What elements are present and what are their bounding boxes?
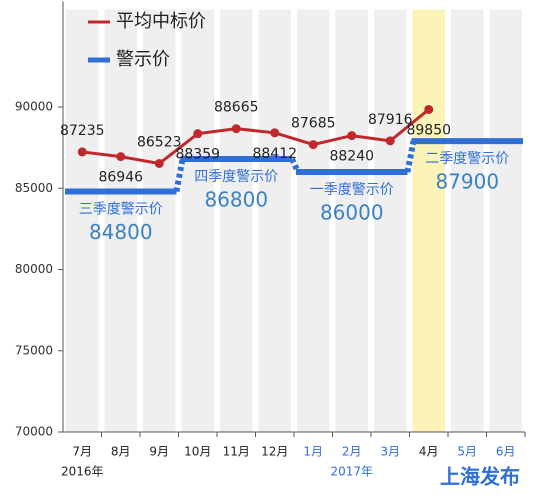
y-tick-label: 75000 xyxy=(15,343,53,357)
price-point xyxy=(77,147,87,157)
year-label: 2016年 xyxy=(61,465,104,479)
x-tick-label: 2月 xyxy=(342,445,362,459)
x-tick-label: 1月 xyxy=(303,445,323,459)
x-tick-label: 7月 xyxy=(72,445,92,459)
column-band xyxy=(412,9,445,432)
column-band xyxy=(143,9,176,432)
source: 上海发布 xyxy=(440,465,520,489)
warning-connector xyxy=(173,158,186,193)
column-band xyxy=(181,9,214,432)
price-point xyxy=(231,124,241,134)
quarter-name: 四季度警示价 xyxy=(194,169,278,185)
data-label: 86946 xyxy=(98,170,143,186)
x-tick-label: 3月 xyxy=(380,445,400,459)
y-tick-label: 70000 xyxy=(15,425,53,439)
warning-value: 86000 xyxy=(320,201,384,225)
column-band xyxy=(220,9,253,432)
column-band xyxy=(451,9,484,432)
column-band xyxy=(66,9,99,432)
x-tick-label: 4月 xyxy=(419,445,439,459)
x-tick-label: 8月 xyxy=(111,445,131,459)
column-band xyxy=(374,9,407,432)
price-point xyxy=(270,128,280,138)
price-point xyxy=(424,104,434,114)
data-label: 87916 xyxy=(368,112,413,128)
column-band xyxy=(258,9,291,432)
x-tick-label: 12月 xyxy=(261,445,288,459)
column-band xyxy=(297,9,330,432)
x-tick-label: 5月 xyxy=(457,445,477,459)
price-line xyxy=(82,108,430,166)
data-label: 87685 xyxy=(291,116,336,132)
quarter-name: 三季度警示价 xyxy=(79,202,163,218)
price-point xyxy=(193,129,203,139)
column-band xyxy=(489,9,522,432)
price-point xyxy=(347,131,357,141)
data-label: 88359 xyxy=(175,147,220,163)
y-tick-label: 85000 xyxy=(15,181,53,195)
data-label: 88412 xyxy=(252,146,297,162)
year-label: 2017年 xyxy=(330,465,373,479)
price-point xyxy=(308,140,318,150)
x-tick-label: 9月 xyxy=(149,445,169,459)
data-label: 86523 xyxy=(137,135,182,151)
warning-value: 84800 xyxy=(89,220,153,244)
x-tick-label: 10月 xyxy=(184,445,211,459)
data-label: 88240 xyxy=(329,149,374,165)
warning-value: 86800 xyxy=(204,188,268,212)
warning-connector xyxy=(404,140,417,173)
price-point xyxy=(116,152,126,162)
quarter-name: 二季度警示价 xyxy=(425,151,509,167)
price-point xyxy=(154,159,164,169)
column-band xyxy=(335,9,368,432)
y-tick-label: 80000 xyxy=(15,262,53,276)
price-point xyxy=(385,136,395,146)
legend-label: 警示价 xyxy=(116,49,170,70)
y-tick-label: 90000 xyxy=(15,100,53,114)
x-tick-label: 6月 xyxy=(496,445,516,459)
column-band xyxy=(104,9,137,432)
data-label: 88665 xyxy=(214,100,259,116)
warning-connector xyxy=(289,157,301,174)
legend-label: 平均中标价 xyxy=(116,11,206,32)
warning-value: 87900 xyxy=(435,170,499,194)
data-label: 87235 xyxy=(60,123,105,139)
data-label: 89850 xyxy=(406,122,451,138)
x-tick-label: 11月 xyxy=(223,445,250,459)
quarter-name: 一季度警示价 xyxy=(310,182,394,198)
